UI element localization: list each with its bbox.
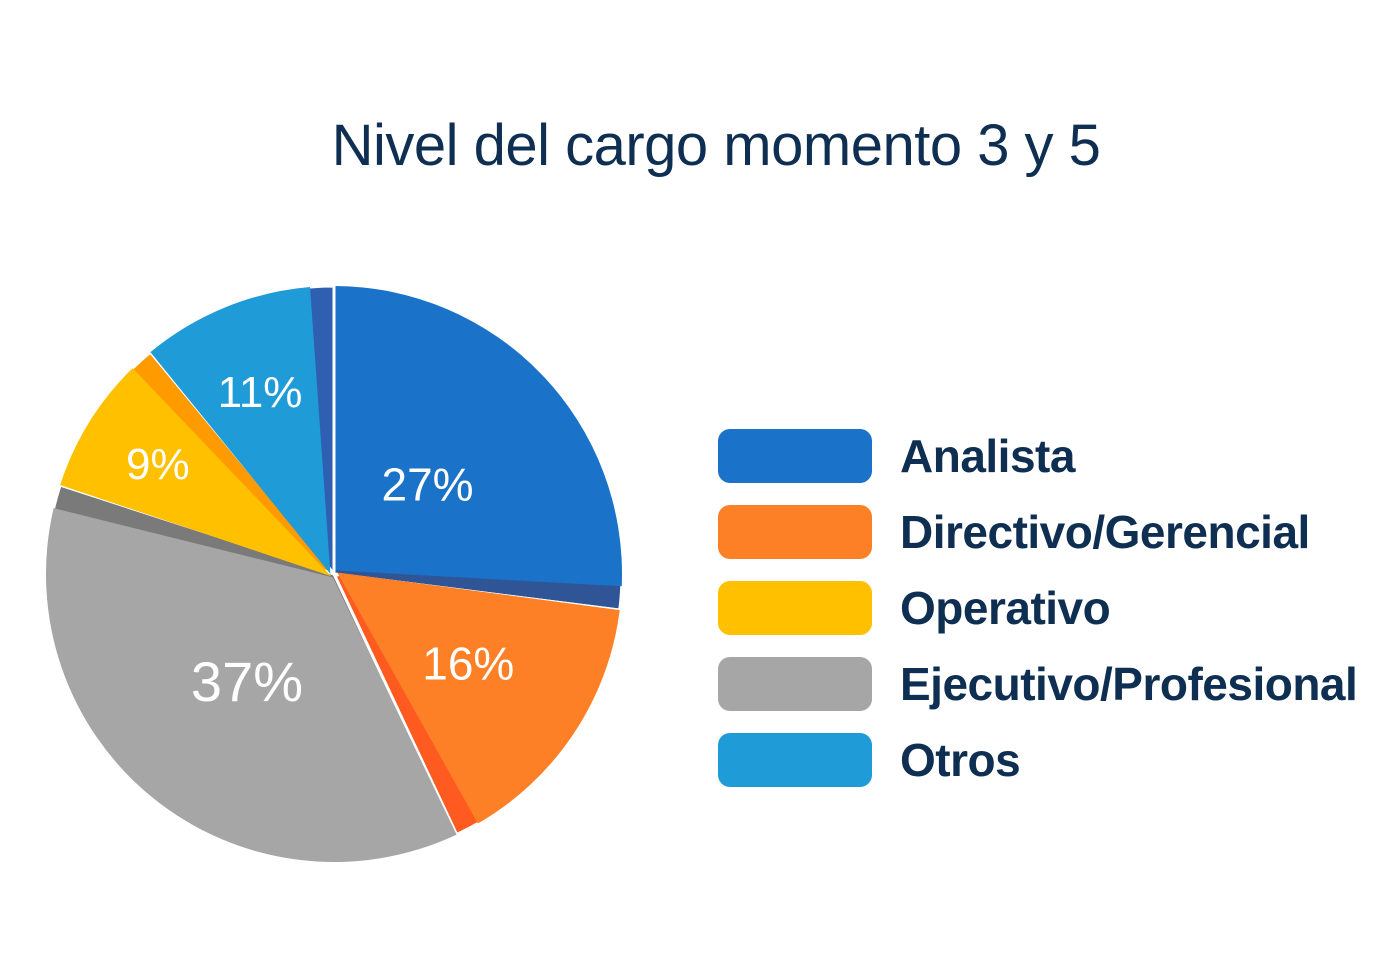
pie-slice-ejecutivo bbox=[46, 508, 457, 862]
legend-item-operativo: Operativo bbox=[718, 570, 1357, 646]
legend-label-otros: Otros bbox=[900, 734, 1021, 786]
legend-label-operativo: Operativo bbox=[900, 582, 1111, 634]
legend-swatch-directivo bbox=[718, 505, 872, 559]
legend-swatch-otros bbox=[718, 733, 872, 787]
legend-label-analista: Analista bbox=[900, 430, 1075, 482]
legend-swatch-operativo bbox=[718, 581, 872, 635]
slice-label-otros: 11% bbox=[218, 368, 303, 417]
legend-item-analista: Analista bbox=[718, 418, 1357, 494]
legend-item-otros: Otros bbox=[718, 722, 1357, 798]
chart-title: Nivel del cargo momento 3 y 5 bbox=[331, 113, 1101, 178]
slice-label-ejecutivo: 37% bbox=[191, 650, 303, 713]
pie-labels: 27% 16% 37% 9% 11% bbox=[126, 368, 514, 713]
legend: Analista Directivo/Gerencial Operativo E… bbox=[718, 418, 1358, 798]
legend-swatch-analista bbox=[718, 429, 872, 483]
slice-label-directivo: 16% bbox=[422, 637, 514, 689]
slice-label-operativo: 9% bbox=[126, 440, 190, 489]
legend-swatch-ejecutivo bbox=[718, 657, 872, 711]
slice-label-analista: 27% bbox=[382, 458, 474, 510]
legend-item-ejecutivo: Ejecutivo/Profesional bbox=[718, 646, 1358, 722]
legend-item-directivo: Directivo/Gerencial bbox=[718, 494, 1357, 570]
pie-slice-otros bbox=[150, 286, 331, 574]
pie-slice-directivo bbox=[337, 572, 620, 824]
pie-slice-operativo bbox=[60, 368, 332, 577]
legend-label-ejecutivo: Ejecutivo/Profesional bbox=[900, 658, 1358, 710]
pie-slice-analista bbox=[334, 286, 622, 587]
pie-slices bbox=[44, 284, 624, 864]
legend-label-directivo: Directivo/Gerencial bbox=[900, 506, 1310, 558]
